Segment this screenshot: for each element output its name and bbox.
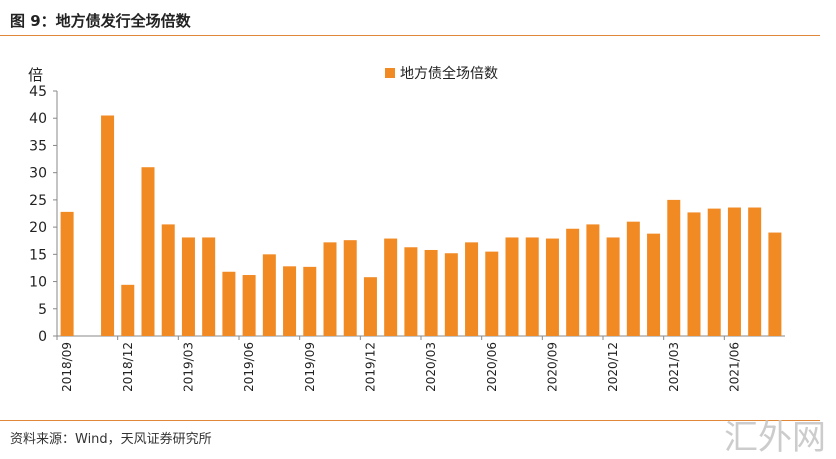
bar-2020/09 bbox=[545, 238, 559, 336]
bar-2019/02 bbox=[161, 224, 175, 336]
bar-2021/03 bbox=[667, 199, 681, 336]
bar-2020/05 bbox=[465, 242, 479, 336]
bar-2019/03 bbox=[181, 237, 195, 336]
bar-2021/02 bbox=[647, 233, 661, 336]
y-tick-label: 15 bbox=[29, 247, 47, 263]
bar-2019/04 bbox=[202, 237, 216, 336]
x-tick-label: 2019/09 bbox=[303, 342, 317, 392]
bar-2019/09 bbox=[303, 266, 317, 336]
bar-2019/10 bbox=[323, 242, 337, 336]
bar-2018/12 bbox=[121, 284, 135, 336]
watermark: 汇外网 bbox=[724, 418, 826, 458]
bar-2021/05 bbox=[707, 208, 721, 336]
y-tick-label: 45 bbox=[29, 84, 47, 100]
bar-2018/11 bbox=[101, 115, 115, 336]
y-tick-label: 20 bbox=[29, 220, 47, 236]
y-tick-label: 25 bbox=[29, 193, 47, 209]
bar-2019/12 bbox=[363, 277, 377, 336]
bar-2019/05 bbox=[222, 271, 236, 336]
x-tick-label: 2020/03 bbox=[424, 342, 438, 392]
x-tick-label: 2018/12 bbox=[121, 342, 135, 392]
bar-2021/01 bbox=[626, 221, 640, 336]
legend-label: 地方债全场倍数 bbox=[400, 65, 498, 82]
legend-swatch bbox=[385, 68, 395, 78]
bar-2020/03 bbox=[424, 249, 438, 336]
title-divider bbox=[0, 35, 820, 36]
x-tick-label: 2019/12 bbox=[363, 342, 377, 392]
bar-2019/01 bbox=[141, 167, 155, 336]
bar-2020/06 bbox=[485, 251, 499, 336]
source-note: 资料来源：Wind，天风证券研究所 bbox=[10, 432, 212, 447]
bar-2019/07 bbox=[262, 254, 276, 336]
bar-2020/04 bbox=[444, 253, 458, 336]
x-tick-label: 2020/12 bbox=[606, 342, 620, 392]
bar-2021/06 bbox=[727, 207, 741, 336]
bar-2020/07 bbox=[505, 237, 519, 336]
bar-2020/10 bbox=[566, 228, 580, 336]
bar-2019/06 bbox=[242, 275, 256, 336]
y-tick-label: 30 bbox=[29, 166, 47, 182]
y-axis-label: 倍 bbox=[28, 66, 43, 84]
x-tick-label: 2018/09 bbox=[60, 342, 74, 392]
figure-title: 图 9：地方债发行全场倍数 bbox=[10, 12, 191, 30]
x-tick-label: 2021/06 bbox=[727, 342, 741, 392]
y-tick-label: 5 bbox=[38, 302, 47, 318]
bar-2021/04 bbox=[687, 212, 701, 336]
x-tick-label: 2021/03 bbox=[667, 342, 681, 392]
bar-2020/01 bbox=[384, 238, 398, 336]
bar-2020/12 bbox=[606, 237, 620, 336]
x-tick-label: 2020/09 bbox=[545, 342, 559, 392]
bar-2020/11 bbox=[586, 224, 600, 336]
x-tick-label: 2019/06 bbox=[242, 342, 256, 392]
source-divider bbox=[0, 420, 820, 421]
x-tick-label: 2019/03 bbox=[181, 342, 195, 392]
bar-2020/08 bbox=[525, 237, 539, 336]
bar-2019/11 bbox=[343, 240, 357, 336]
bar-2020/02 bbox=[404, 247, 418, 336]
y-tick-label: 35 bbox=[29, 138, 47, 154]
y-tick-label: 10 bbox=[29, 275, 47, 291]
y-tick-label: 40 bbox=[29, 111, 47, 127]
bar-2021/08 bbox=[768, 232, 782, 336]
x-tick-label: 2020/06 bbox=[485, 342, 499, 392]
bar-2018/09 bbox=[60, 211, 74, 336]
y-tick-label: 0 bbox=[38, 329, 47, 345]
bar-2019/08 bbox=[283, 266, 297, 336]
bar-2021/07 bbox=[748, 207, 762, 336]
